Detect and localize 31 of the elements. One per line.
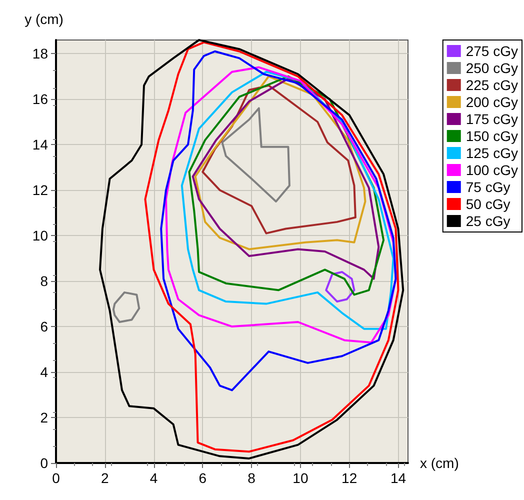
legend-label: 175 cGy [466,111,518,127]
y-tick-label: 18 [32,46,48,62]
legend-label: 50 cGy [466,196,510,212]
y-tick-label: 6 [40,318,48,335]
x-tick-label: 4 [150,470,158,486]
legend-label: 75 cGy [466,179,510,195]
x-axis-title: x (cm) [420,455,459,471]
legend-label: 100 cGy [466,162,518,178]
y-tick-label: 0 [40,455,48,471]
x-tick-label: 6 [198,470,207,486]
x-tick-label: 10 [292,470,308,486]
y-tick-label: 2 [40,410,48,426]
x-tick-label: 12 [342,470,358,486]
x-tick-label: 14 [390,470,406,486]
y-tick-label: 8 [40,273,48,290]
x-tick-label: 2 [100,470,109,486]
y-tick-label: 14 [32,136,48,153]
y-tick-label: 10 [32,228,48,244]
legend-label: 225 cGy [466,77,518,93]
y-tick-label: 4 [40,364,48,380]
x-tick-label: 8 [248,470,256,486]
legend-label: 150 cGy [466,128,518,144]
y-tick-label: 16 [32,91,48,108]
y-axis-title: y (cm) [24,11,64,27]
x-tick-label: 0 [52,470,60,486]
legend-label: 275 cGy [466,43,518,59]
legend-label: 200 cGy [466,94,518,110]
y-tick-label: 12 [32,182,48,198]
legend-label: 25 cGy [466,213,510,229]
legend-label: 125 cGy [466,145,518,161]
legend-label: 250 cGy [466,60,518,76]
